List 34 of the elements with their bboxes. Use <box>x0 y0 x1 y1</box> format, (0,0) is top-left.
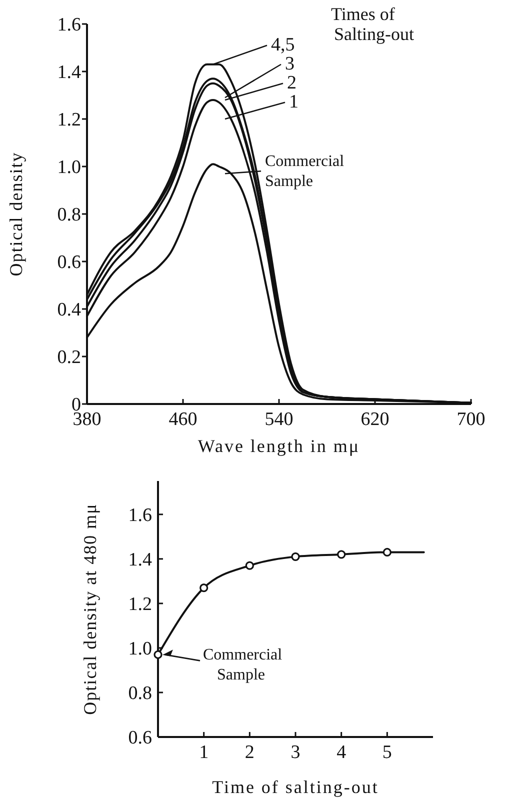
x-tick-label: 2 <box>244 742 254 763</box>
y-tick-label: 0.2 <box>57 347 81 368</box>
x-axis-title: Time of salting-out <box>212 777 379 797</box>
y-tick-label: 0.6 <box>57 252 81 274</box>
y-tick-label: 0.6 <box>128 728 152 749</box>
y-axis-title: Optical density at 480 mμ <box>80 503 100 715</box>
y-tick-label: 0.8 <box>57 204 81 226</box>
annotation: Commercial Sample <box>203 646 283 684</box>
x-tick-label: 3 <box>290 742 300 763</box>
x-tick-label: 460 <box>168 409 198 430</box>
legend-label: 2 <box>287 72 296 94</box>
y-tick-label: 1.0 <box>128 638 152 660</box>
legend-title: Times of Salting-out <box>331 4 414 44</box>
y-tick-label: 1.4 <box>128 550 152 571</box>
y-tick-label: 1.6 <box>57 14 81 36</box>
x-tick-label: 4 <box>336 742 347 763</box>
x-tick-label: 5 <box>382 742 392 763</box>
y-tick-label: 1.2 <box>57 110 81 131</box>
legend-label: 1 <box>289 91 298 112</box>
y-tick-label: 1.6 <box>128 505 152 526</box>
y-tick-label: 0.4 <box>57 300 82 321</box>
y-tick-label: 1.2 <box>128 594 152 616</box>
text: 3 <box>285 53 294 74</box>
y-tick-label: 1.4 <box>57 62 82 84</box>
y-tick-label: 1.0 <box>57 157 81 178</box>
x-tick-label: 700 <box>456 409 486 430</box>
x-tick-label: 540 <box>264 409 294 430</box>
y-tick-label: 0.8 <box>128 683 152 704</box>
x-tick-label: 620 <box>360 409 390 430</box>
x-axis-title: Wave length in mμ <box>198 436 360 456</box>
y-axis-title: Optical density <box>6 152 26 276</box>
x-tick-label: 1 <box>199 742 209 763</box>
legend-label: Commercial Sample <box>265 153 345 190</box>
legend-label: 4,5 <box>271 34 295 56</box>
